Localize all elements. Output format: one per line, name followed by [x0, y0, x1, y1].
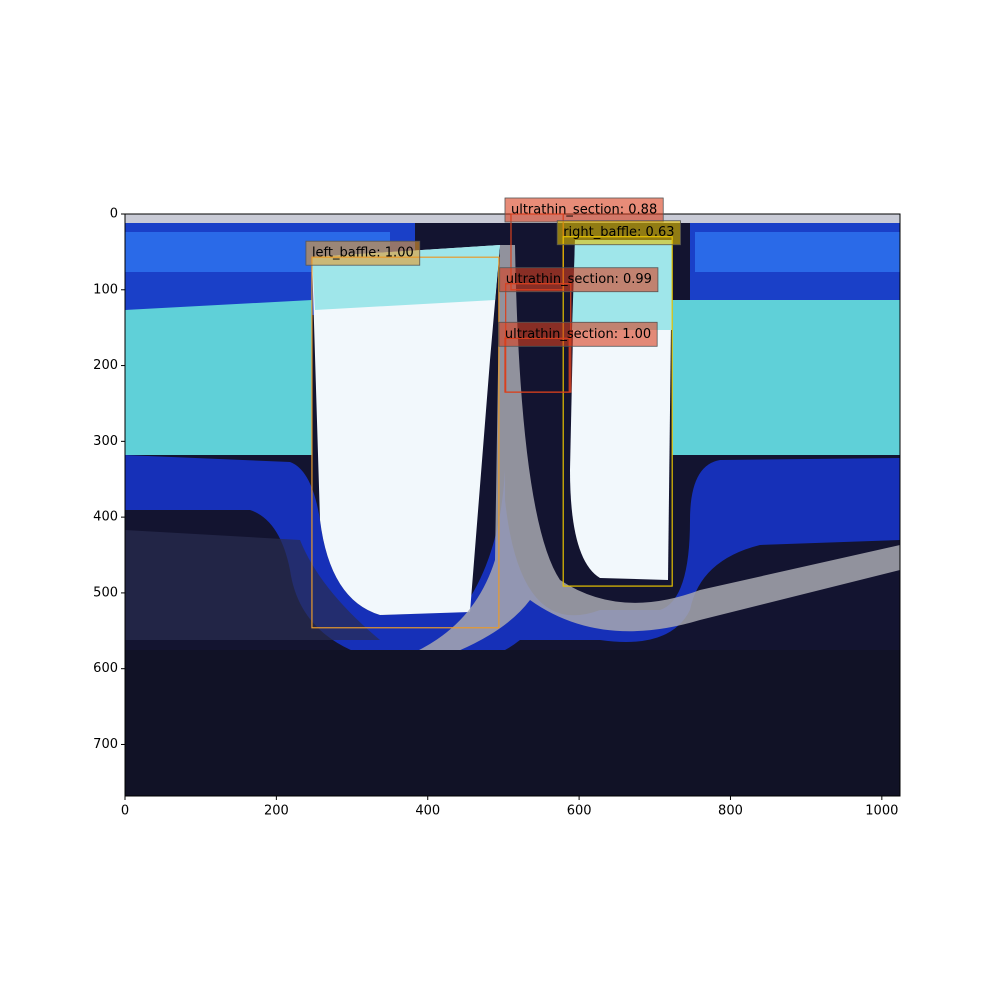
y-tick-label: 700	[93, 737, 118, 752]
detection-label: left_baffle: 1.00	[312, 246, 414, 261]
x-tick-label: 400	[415, 804, 440, 819]
photo	[125, 214, 900, 796]
y-tick-label: 400	[93, 510, 118, 525]
x-tick-label: 0	[121, 804, 129, 819]
y-tick-label: 600	[93, 661, 118, 676]
x-tick-label: 200	[264, 804, 289, 819]
label-background	[498, 321, 658, 347]
x-tick-label: 600	[567, 804, 592, 819]
label-background	[556, 220, 681, 246]
x-tick-label: 1000	[865, 804, 898, 819]
x-tick-label: 800	[718, 804, 743, 819]
y-tick-label: 300	[93, 434, 118, 449]
y-tick-label: 500	[93, 585, 118, 600]
detection-label: right_baffle: 0.63	[563, 225, 674, 240]
detection-label: ultrathin_section: 1.00	[505, 327, 651, 342]
y-tick-label: 0	[110, 207, 118, 222]
detection-label: ultrathin_section: 0.99	[506, 272, 652, 287]
label-background	[504, 197, 664, 223]
detection-label: ultrathin_section: 0.88	[511, 203, 657, 218]
y-tick-label: 100	[93, 282, 118, 297]
label-background	[499, 267, 659, 293]
label-background	[305, 240, 421, 266]
y-tick-label: 200	[93, 358, 118, 373]
